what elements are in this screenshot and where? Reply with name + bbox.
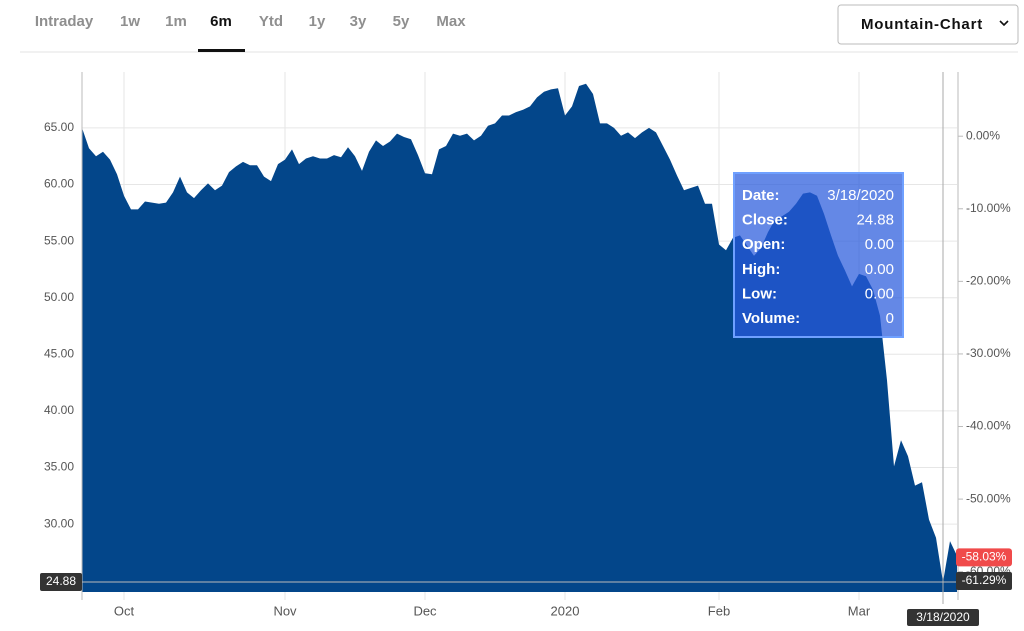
tab[interactable]: Max	[436, 13, 466, 30]
x-tick-label: Oct	[114, 603, 135, 618]
crosshair-change: -61.29%	[962, 573, 1007, 587]
tab[interactable]: 1y	[309, 13, 326, 30]
tooltip-label: Low:	[742, 285, 777, 302]
y-tick-label: 65.00	[44, 120, 74, 134]
mountain-area	[82, 83, 957, 593]
tab[interactable]: 5y	[393, 13, 410, 30]
tooltip-label: Close:	[742, 212, 788, 229]
tooltip-value: 0.00	[865, 285, 894, 302]
tooltip-value: 24.88	[856, 212, 894, 229]
y2-tick-label: -10.00%	[966, 201, 1011, 215]
tooltip-value: 3/18/2020	[827, 187, 894, 204]
tooltip-value: 0	[886, 310, 894, 327]
tooltip-value: 0.00	[865, 236, 894, 253]
tab[interactable]: 1w	[120, 13, 140, 30]
tab-underline	[198, 49, 245, 52]
tooltip-label: Date:	[742, 187, 780, 204]
tooltip-value: 0.00	[865, 261, 894, 278]
tab[interactable]: 3y	[350, 13, 367, 30]
x-tick-label: Mar	[848, 603, 871, 618]
dropdown-arrow	[999, 20, 1009, 27]
y-tick-label: 40.00	[44, 403, 74, 417]
x-tick-label: 2020	[551, 603, 580, 618]
y2-tick-label: 0.00%	[966, 128, 1000, 142]
tab[interactable]: Ytd	[259, 13, 283, 30]
y2-tick-label: -30.00%	[966, 346, 1011, 360]
chart-type-dropdown[interactable]	[837, 4, 1019, 45]
tooltip-label: Open:	[742, 236, 785, 253]
x-tick-label: Nov	[273, 603, 297, 618]
y-tick-label: 45.00	[44, 346, 74, 360]
crosshair-date: 3/18/2020	[916, 610, 970, 624]
y2-tick-label: -40.00%	[966, 419, 1011, 433]
y-tick-label: 30.00	[44, 516, 74, 530]
y-tick-label: 35.00	[44, 460, 74, 474]
crosshair-value: 24.88	[46, 574, 76, 588]
last-change-label: -58.03%	[962, 550, 1007, 564]
chart: 30.00 35.00 40.00 45.00 50.00 55.00 60.00 65.00…	[40, 72, 1012, 626]
tab[interactable]: 1m	[165, 13, 187, 30]
crosshair-date-badge	[907, 609, 979, 626]
tooltip-box	[733, 172, 904, 338]
y-tick-label: 50.00	[44, 290, 74, 304]
x-tick-label: Feb	[708, 603, 730, 618]
crosshair-value-badge	[40, 573, 82, 592]
tab-bar: Intraday 1w 1m 6m Ytd 1y 3y 5y Max	[35, 13, 466, 52]
tooltip-label: Volume:	[742, 310, 800, 327]
last-change-badge	[956, 548, 1012, 567]
dropdown-label: Mountain-Chart	[861, 16, 983, 33]
y-tick-label: 55.00	[44, 233, 74, 247]
crosshair-change-badge	[956, 572, 1012, 591]
x-tick-label: Dec	[413, 603, 437, 618]
y-tick-label: 60.00	[44, 177, 74, 191]
y2-tick-label: -20.00%	[966, 274, 1011, 288]
tooltip-label: High:	[742, 261, 780, 278]
tab[interactable]: Intraday	[35, 13, 94, 30]
tab[interactable]: 6m	[210, 13, 232, 30]
y2-tick-label: -50.00%	[966, 491, 1011, 505]
